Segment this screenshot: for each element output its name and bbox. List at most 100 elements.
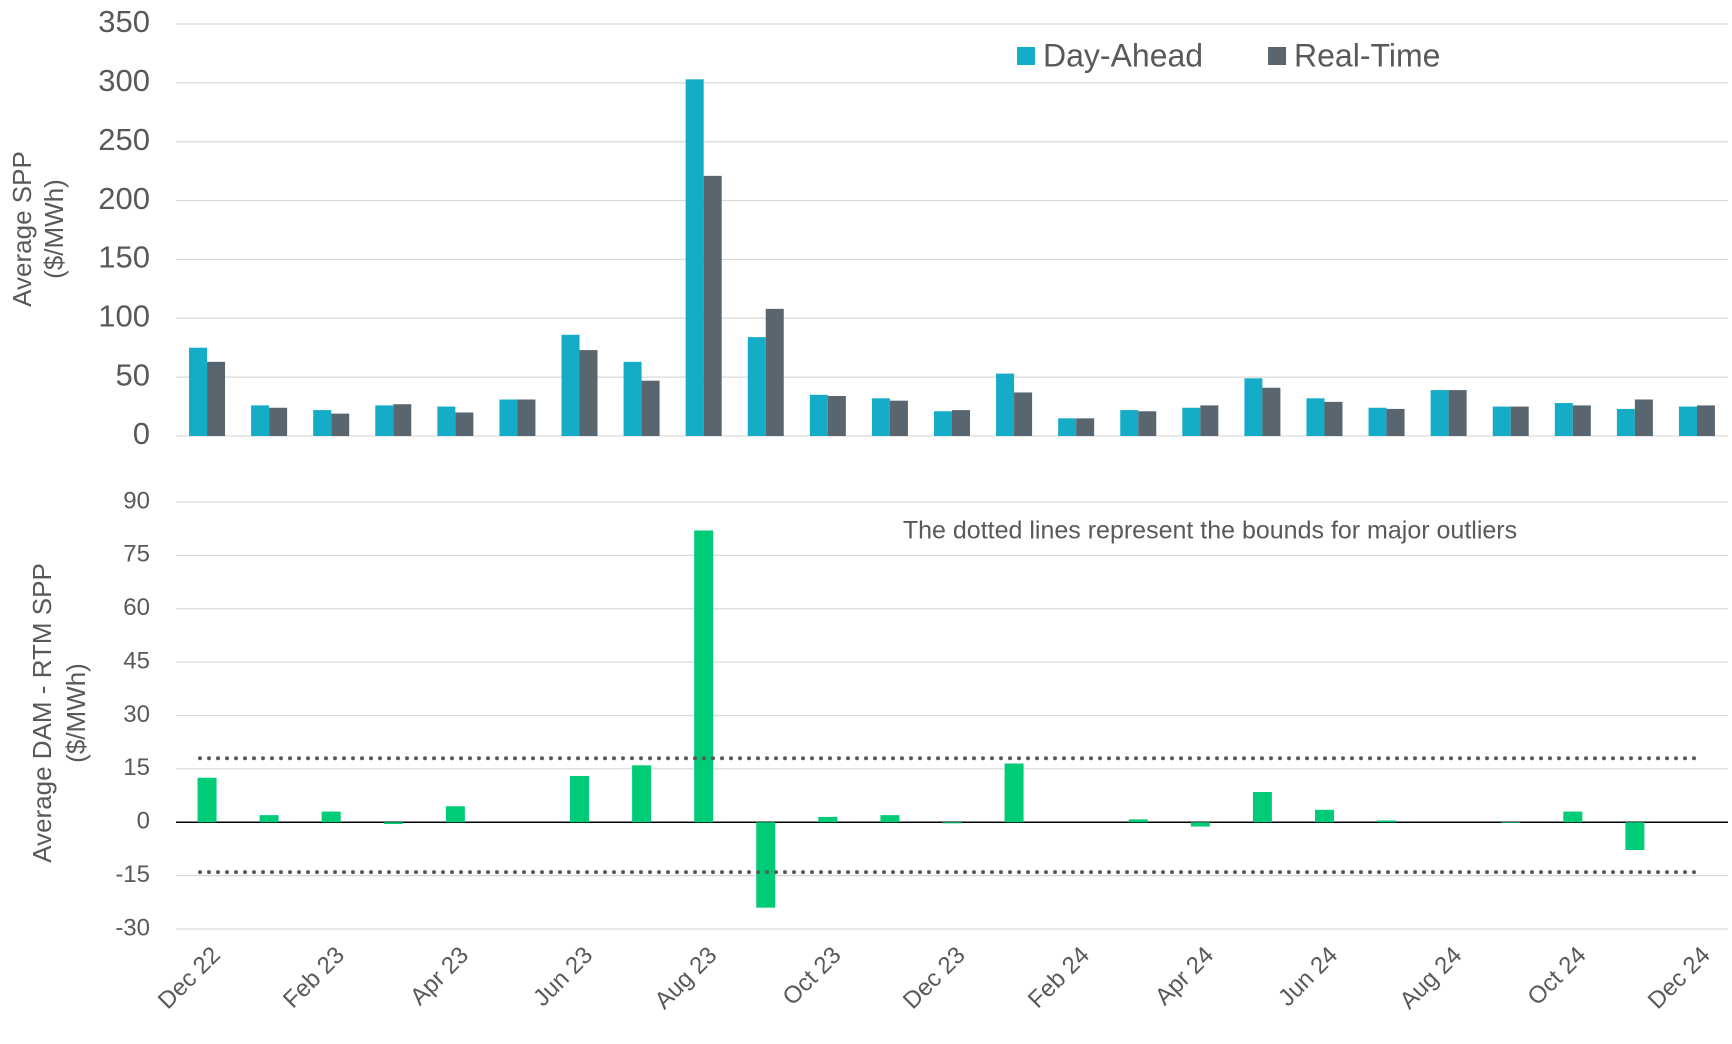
bar: [703, 175, 722, 436]
bar: [827, 395, 846, 436]
bar: [1616, 408, 1635, 436]
bar: [641, 380, 660, 436]
bar: [818, 816, 838, 823]
bar: [765, 308, 784, 436]
y-tick-label: 0: [137, 808, 150, 835]
bar: [197, 777, 217, 823]
bar: [1182, 407, 1201, 436]
bar: [1252, 792, 1272, 823]
y-tick-label: 90: [123, 487, 150, 514]
bar: [952, 410, 970, 436]
bar: [1696, 405, 1715, 436]
bar: [632, 765, 652, 823]
bar: [1244, 378, 1263, 436]
x-tick-label: Dec 22: [153, 942, 226, 1015]
y-tick-label: 15: [123, 754, 150, 781]
bar: [747, 337, 766, 436]
bar: [1128, 819, 1148, 823]
x-tick-label: Aug 23: [650, 942, 723, 1015]
bar: [1324, 401, 1343, 436]
bar: [694, 530, 714, 823]
bar: [1386, 408, 1405, 436]
bar: [1306, 398, 1325, 436]
legend-swatch: [1017, 47, 1035, 65]
bar: [321, 811, 341, 823]
bar: [375, 405, 394, 436]
bar: [1448, 390, 1467, 436]
bar: [934, 411, 952, 436]
bar: [1076, 418, 1095, 436]
bar: [383, 822, 403, 825]
x-tick-label: Aug 24: [1394, 942, 1467, 1015]
y-tick-label: 300: [98, 63, 150, 98]
bar: [1014, 392, 1033, 436]
bar: [455, 412, 474, 436]
bar: [1004, 763, 1024, 823]
bar: [579, 350, 598, 436]
y-axis-title: ($/MWh): [61, 663, 91, 763]
bar: [880, 815, 900, 823]
bar: [889, 400, 908, 436]
y-tick-label: 200: [98, 181, 150, 216]
y-tick-label: 250: [98, 122, 150, 157]
bar: [942, 822, 962, 824]
x-tick-label: Apr 23: [405, 942, 474, 1011]
y-axis-title: Average SPP: [7, 151, 37, 307]
y-tick-label: -15: [115, 861, 150, 888]
bar: [1634, 399, 1653, 436]
y-tick-label: 75: [123, 541, 150, 568]
x-tick-label: Oct 23: [777, 942, 846, 1011]
y-tick-label: -30: [115, 914, 150, 941]
y-tick-label: 30: [123, 701, 150, 728]
bar: [1368, 407, 1387, 436]
x-tick-label: Jun 23: [528, 942, 598, 1012]
bar: [445, 806, 465, 823]
bar: [1262, 387, 1281, 436]
bar: [756, 822, 776, 908]
x-tick-label: Oct 24: [1522, 942, 1591, 1011]
bar: [1572, 405, 1591, 436]
bar: [259, 815, 279, 823]
bar: [207, 361, 226, 436]
bar: [561, 334, 580, 436]
bar: [1058, 418, 1077, 436]
bar: [1430, 390, 1449, 436]
y-tick-label: 60: [123, 594, 150, 621]
y-axis-title: Average DAM - RTM SPP: [27, 563, 57, 863]
x-tick-label: Feb 23: [278, 942, 350, 1014]
bar: [809, 394, 828, 436]
annotation: The dotted lines represent the bounds fo…: [903, 517, 1517, 545]
legend-swatch: [1268, 47, 1286, 65]
bar: [1678, 406, 1697, 436]
y-axis-title: ($/MWh): [39, 179, 69, 279]
bar: [437, 406, 456, 436]
bar: [189, 347, 208, 436]
bar: [313, 410, 332, 436]
y-tick-label: 150: [98, 240, 150, 275]
bar: [331, 413, 350, 436]
x-tick-label: Feb 24: [1023, 942, 1095, 1014]
bar: [517, 399, 536, 436]
y-tick-label: 0: [133, 416, 150, 451]
bar: [1377, 820, 1397, 823]
bar: [1563, 811, 1583, 823]
bar: [393, 404, 412, 436]
bar: [269, 407, 288, 436]
bar: [251, 405, 270, 436]
y-tick-label: 45: [123, 647, 150, 674]
bar: [570, 775, 590, 823]
x-tick-label: Jun 24: [1273, 942, 1343, 1012]
bar: [1314, 809, 1334, 823]
bar: [623, 361, 642, 436]
legend-label: Real-Time: [1294, 37, 1440, 73]
bar: [1200, 405, 1219, 436]
x-tick-label: Dec 23: [898, 942, 971, 1015]
bar: [499, 399, 518, 436]
bar: [1501, 822, 1521, 823]
bar: [1510, 406, 1529, 436]
y-tick-label: 50: [116, 357, 150, 392]
bar: [1120, 410, 1139, 436]
bar: [1138, 411, 1157, 436]
y-tick-label: 100: [98, 298, 150, 333]
